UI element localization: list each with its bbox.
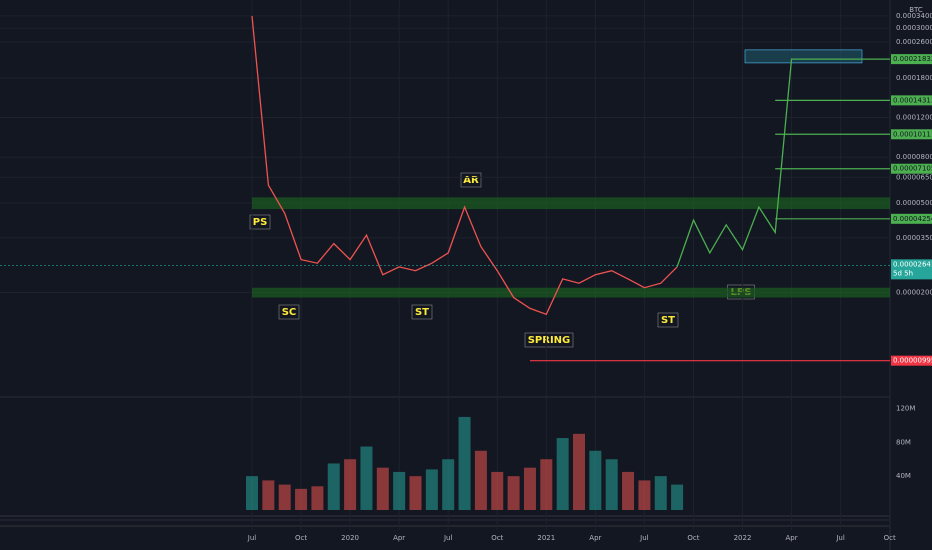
volume-bar — [327, 463, 340, 510]
volume-bar — [573, 433, 585, 510]
volume-bar — [458, 416, 471, 510]
x-tick-label: Jul — [639, 534, 649, 542]
level-label: 0.00000995 — [893, 357, 932, 365]
volume-bar — [540, 459, 553, 510]
x-tick-label: 2020 — [341, 534, 359, 542]
last-price-label: 0.00002641 — [893, 260, 932, 268]
volume-bar — [638, 480, 651, 510]
volume-bar — [491, 471, 504, 510]
volume-bar — [442, 459, 455, 510]
x-tick-label: Jul — [247, 534, 257, 542]
level-tag — [891, 54, 932, 65]
annotation: AR — [463, 175, 479, 186]
x-tick-label: Apr — [589, 534, 601, 542]
volume-bar — [589, 450, 602, 510]
annotation: ST — [661, 315, 675, 326]
annotation-box — [524, 332, 574, 348]
x-tick-label: Apr — [785, 534, 797, 542]
volume-bar — [278, 484, 291, 510]
level-tag — [891, 355, 932, 366]
annotation-box — [411, 304, 433, 320]
x-tick-label: Apr — [393, 534, 405, 542]
last-price-tag — [891, 259, 932, 280]
level-tag — [891, 163, 932, 174]
volume-bar — [622, 471, 635, 510]
volume-bar — [671, 484, 684, 510]
annotation: PS — [253, 217, 268, 228]
level-tag — [891, 95, 932, 106]
level-label: 0.00007105 — [893, 165, 932, 173]
volume-bar — [246, 476, 258, 510]
volume-bar — [344, 459, 357, 510]
x-tick-label: Jul — [835, 534, 845, 542]
volume-bar — [605, 459, 618, 510]
volume-tick-label: 120M — [896, 404, 915, 412]
volume-bar — [474, 450, 487, 510]
y-tick-label: 0.00002000 — [896, 288, 932, 296]
annotation-box — [278, 304, 300, 320]
volume-bar — [311, 486, 324, 510]
level-label: 0.00004254 — [893, 215, 932, 223]
x-tick-label: 2021 — [537, 534, 555, 542]
x-tick-label: Oct — [687, 534, 699, 542]
x-tick-label: Oct — [884, 534, 896, 542]
zone — [252, 287, 890, 298]
annotation: ST — [415, 307, 429, 318]
level-tag — [891, 213, 932, 224]
price-line — [251, 15, 678, 316]
volume-bar — [376, 467, 389, 510]
zone — [252, 197, 890, 210]
x-tick-label: Jul — [443, 534, 453, 542]
volume-bar — [523, 467, 536, 510]
level-tag — [891, 129, 932, 140]
annotation-box — [460, 172, 482, 188]
volume-bar — [360, 446, 373, 510]
volume-bar — [295, 488, 308, 510]
x-tick-label: Oct — [295, 534, 307, 542]
x-tick-label: Oct — [491, 534, 503, 542]
annotation: SC — [282, 307, 297, 318]
zone — [744, 49, 863, 64]
x-tick-label: 2022 — [734, 534, 752, 542]
volume-bar — [556, 438, 569, 510]
volume-tick-label: 40M — [896, 472, 911, 480]
annotation-box — [657, 312, 679, 328]
countdown: 5d 5h — [893, 269, 913, 277]
volume-bar — [654, 476, 667, 510]
volume-bar — [425, 469, 438, 510]
volume-bar — [262, 480, 275, 510]
level-label: 0.00010111 — [893, 130, 932, 138]
volume-bar — [507, 476, 520, 510]
volume-tick-label: 80M — [896, 438, 911, 446]
price-line — [676, 58, 793, 268]
level-label: 0.00021832 — [893, 55, 932, 63]
annotations: PSSCSTARSPRINGSTLPS — [249, 172, 755, 348]
currency: BTC — [909, 6, 923, 14]
annotation: SPRING — [528, 335, 571, 346]
volume-bar — [409, 476, 422, 510]
volume-bar — [393, 471, 406, 510]
annotation-box — [249, 214, 271, 230]
level-label: 0.00014313 — [893, 96, 932, 104]
